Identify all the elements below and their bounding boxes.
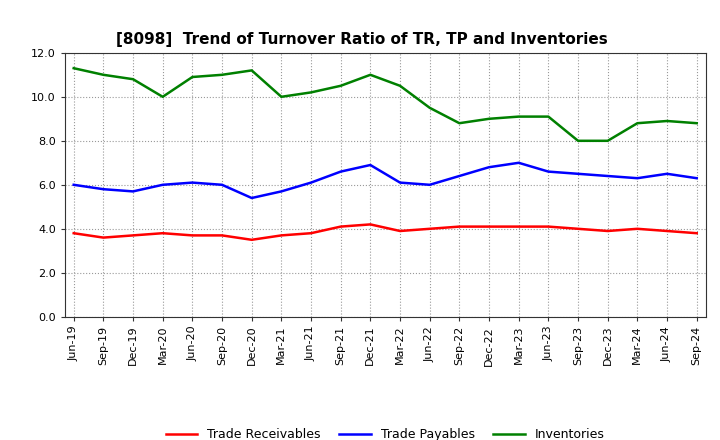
Inventories — [455, 121, 464, 126]
Trade Payables — [396, 180, 405, 185]
Trade Payables — [485, 165, 493, 170]
Trade Receivables — [396, 228, 405, 234]
Trade Receivables — [188, 233, 197, 238]
Inventories — [396, 83, 405, 88]
Trade Payables — [693, 176, 701, 181]
Trade Receivables — [69, 231, 78, 236]
Trade Payables — [248, 195, 256, 201]
Line: Inventories: Inventories — [73, 68, 697, 141]
Trade Receivables — [366, 222, 374, 227]
Trade Receivables — [129, 233, 138, 238]
Trade Payables — [662, 171, 671, 176]
Trade Receivables — [693, 231, 701, 236]
Trade Receivables — [99, 235, 108, 240]
Inventories — [544, 114, 553, 119]
Line: Trade Payables: Trade Payables — [73, 163, 697, 198]
Trade Receivables — [336, 224, 345, 229]
Inventories — [662, 118, 671, 124]
Trade Payables — [188, 180, 197, 185]
Inventories — [188, 74, 197, 80]
Inventories — [693, 121, 701, 126]
Trade Payables — [514, 160, 523, 165]
Inventories — [69, 66, 78, 71]
Trade Receivables — [277, 233, 286, 238]
Trade Payables — [633, 176, 642, 181]
Trade Receivables — [455, 224, 464, 229]
Trade Payables — [455, 173, 464, 179]
Trade Payables — [99, 187, 108, 192]
Trade Receivables — [514, 224, 523, 229]
Trade Receivables — [574, 226, 582, 231]
Inventories — [248, 68, 256, 73]
Trade Receivables — [217, 233, 226, 238]
Trade Payables — [574, 171, 582, 176]
Inventories — [574, 138, 582, 143]
Inventories — [99, 72, 108, 77]
Inventories — [366, 72, 374, 77]
Trade Receivables — [603, 228, 612, 234]
Trade Payables — [426, 182, 434, 187]
Inventories — [307, 90, 315, 95]
Inventories — [633, 121, 642, 126]
Trade Payables — [69, 182, 78, 187]
Trade Payables — [217, 182, 226, 187]
Legend: Trade Receivables, Trade Payables, Inventories: Trade Receivables, Trade Payables, Inven… — [161, 423, 610, 440]
Trade Payables — [366, 162, 374, 168]
Trade Receivables — [426, 226, 434, 231]
Trade Receivables — [662, 228, 671, 234]
Inventories — [158, 94, 167, 99]
Trade Payables — [603, 173, 612, 179]
Line: Trade Receivables: Trade Receivables — [73, 224, 697, 240]
Inventories — [129, 77, 138, 82]
Trade Receivables — [485, 224, 493, 229]
Trade Receivables — [158, 231, 167, 236]
Inventories — [426, 105, 434, 110]
Inventories — [277, 94, 286, 99]
Text: [8098]  Trend of Turnover Ratio of TR, TP and Inventories: [8098] Trend of Turnover Ratio of TR, TP… — [116, 33, 608, 48]
Inventories — [485, 116, 493, 121]
Inventories — [217, 72, 226, 77]
Trade Payables — [158, 182, 167, 187]
Trade Receivables — [633, 226, 642, 231]
Trade Receivables — [544, 224, 553, 229]
Trade Payables — [129, 189, 138, 194]
Trade Receivables — [248, 237, 256, 242]
Trade Payables — [336, 169, 345, 174]
Inventories — [514, 114, 523, 119]
Trade Payables — [277, 189, 286, 194]
Inventories — [336, 83, 345, 88]
Trade Payables — [307, 180, 315, 185]
Inventories — [603, 138, 612, 143]
Trade Payables — [544, 169, 553, 174]
Trade Receivables — [307, 231, 315, 236]
